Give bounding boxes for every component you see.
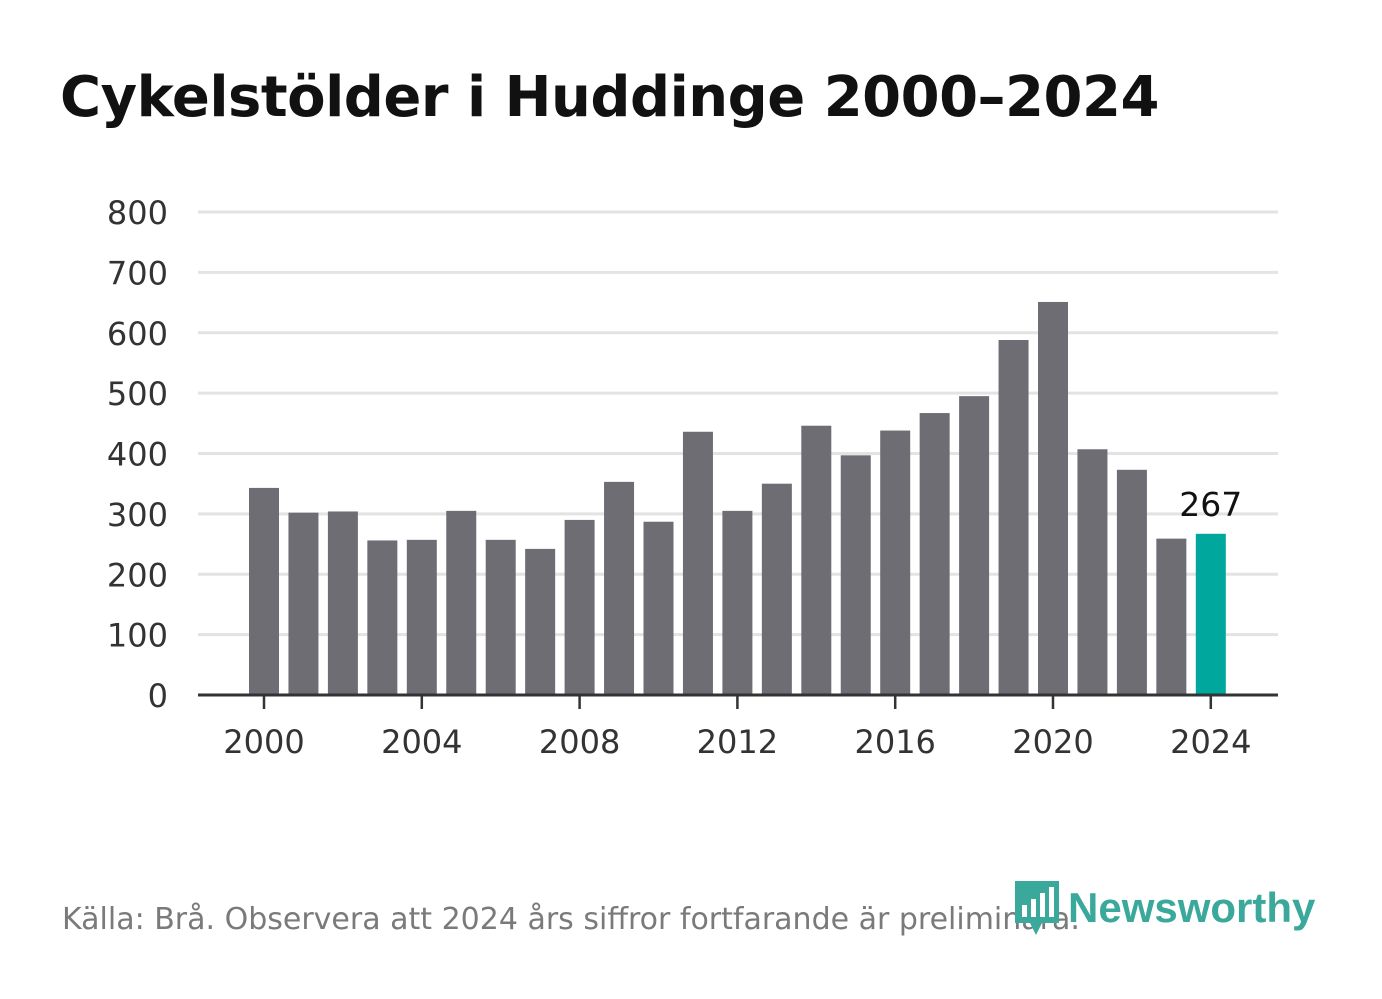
bar	[525, 548, 556, 695]
y-tick-label: 200	[107, 556, 168, 594]
x-tick-label: 2004	[381, 723, 462, 761]
bar	[485, 539, 516, 695]
bar	[998, 339, 1029, 695]
y-tick-label: 700	[107, 254, 168, 292]
bar	[959, 396, 990, 695]
bar	[288, 512, 319, 695]
y-tick-label: 400	[107, 436, 168, 474]
bar	[446, 510, 477, 695]
chart-title: Cykelstölder i Huddinge 2000–2024	[60, 65, 1159, 130]
data-label: 267	[1179, 485, 1242, 524]
x-tick-label: 2020	[1012, 723, 1093, 761]
x-axis-tick-labels: 2000 2004 2008 2012 2016 2020 2024	[223, 723, 1251, 761]
axes	[198, 693, 1278, 709]
bar	[682, 431, 713, 695]
y-tick-label: 800	[107, 194, 168, 232]
bar	[1116, 469, 1147, 695]
bar	[761, 483, 792, 695]
y-tick-label: 100	[107, 617, 168, 655]
bar	[406, 539, 437, 695]
newsworthy-logo-icon	[1015, 881, 1059, 935]
bar	[249, 487, 279, 695]
x-tick-label: 2016	[854, 723, 935, 761]
bar	[919, 413, 950, 695]
y-tick-label: 500	[107, 375, 168, 413]
x-tick-label: 2008	[539, 723, 620, 761]
bar	[564, 519, 595, 695]
bar	[604, 481, 635, 695]
bars	[249, 301, 1226, 695]
bar	[643, 521, 674, 695]
bar	[1038, 301, 1068, 695]
brand-logo[interactable]: Newsworthy	[1012, 878, 1315, 938]
bar	[722, 510, 753, 695]
y-tick-label: 600	[107, 315, 168, 353]
y-axis-tick-labels: 0 100 200 300 400 500 600 700 800	[107, 194, 168, 715]
data-labels: 267	[1179, 485, 1242, 524]
bar	[327, 511, 358, 695]
bar	[880, 430, 911, 695]
x-tick-label: 2024	[1170, 723, 1251, 761]
bar	[367, 540, 398, 695]
bar	[1156, 538, 1187, 695]
bar	[840, 455, 871, 695]
y-tick-label: 0	[148, 677, 168, 715]
source-note: Källa: Brå. Observera att 2024 års siffr…	[62, 902, 1080, 937]
bar	[1195, 533, 1226, 695]
y-tick-label: 300	[107, 496, 168, 534]
bar	[801, 425, 832, 695]
x-tick-label: 2012	[697, 723, 778, 761]
brand-name: Newsworthy	[1068, 884, 1316, 931]
bar	[1077, 449, 1108, 695]
x-tick-label: 2000	[223, 723, 304, 761]
